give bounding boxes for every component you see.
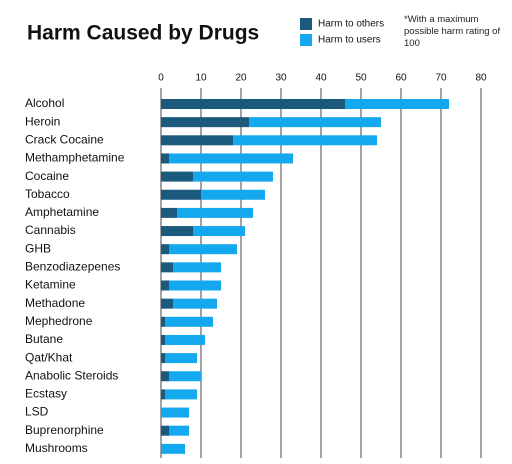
chart-title: Harm Caused by Drugs [27, 22, 259, 45]
y-tick-label: Mushrooms [25, 441, 88, 455]
bar-segment [249, 117, 381, 128]
bar-segment [165, 334, 205, 345]
bar-segment [201, 189, 265, 200]
y-tick-label: Cocaine [25, 169, 69, 183]
y-tick-label: Methamphetamine [25, 151, 125, 165]
bar-segment [165, 316, 213, 327]
y-tick-label: Ketamine [25, 278, 76, 292]
bar-segment [161, 135, 233, 146]
bar-segment [161, 334, 165, 345]
y-tick-label: Tobacco [25, 187, 70, 201]
bar-segment [169, 244, 237, 255]
bar-segment [161, 298, 173, 309]
x-tick-label: 10 [195, 73, 207, 84]
bar-segment [161, 353, 165, 364]
bar-segment [169, 425, 189, 436]
bar-segment [161, 244, 169, 255]
bar-segment [169, 280, 221, 291]
bar-segment [193, 171, 273, 182]
bar-segment [161, 389, 165, 400]
x-tick-label: 30 [275, 73, 287, 84]
bar-segment [345, 99, 449, 109]
x-tick-label: 40 [315, 73, 327, 84]
y-tick-label: Heroin [25, 114, 60, 128]
legend-swatch [300, 34, 312, 46]
bar-segment [161, 280, 169, 291]
legend-swatch [300, 18, 312, 30]
bar-segment [161, 117, 249, 128]
bar-segment [173, 298, 217, 309]
y-tick-label: Ecstasy [25, 387, 67, 401]
y-tick-label: Alcohol [25, 96, 64, 110]
legend-label: Harm to others [318, 19, 384, 30]
bar-segment [161, 262, 173, 273]
bar-segment [177, 207, 253, 218]
bar-segment [173, 262, 221, 273]
y-tick-label: Amphetamine [25, 205, 99, 219]
x-tick-label: 50 [355, 73, 367, 84]
x-tick-label: 20 [235, 73, 247, 84]
bar-segment [165, 389, 197, 400]
x-tick-label: 70 [435, 73, 447, 84]
y-tick-label: Mephedrone [25, 314, 93, 328]
y-tick-label: Qat/Khat [25, 350, 73, 364]
y-tick-label: GHB [25, 241, 51, 255]
y-tick-label: Crack Cocaine [25, 132, 104, 146]
bar-segment [169, 371, 201, 382]
y-tick-label: Anabolic Steroids [25, 368, 118, 382]
x-tick-label: 0 [158, 73, 164, 84]
bar-segment [161, 371, 169, 382]
bar-segment [161, 226, 193, 237]
bar-segment [161, 99, 345, 109]
bar-segment [233, 135, 377, 146]
x-tick-label: 60 [395, 73, 407, 84]
bar-segment [161, 207, 177, 218]
y-tick-label: Benzodiazepenes [25, 260, 120, 274]
bar-segment [193, 226, 245, 237]
bar-segment [161, 189, 201, 200]
annotation: *With a maximum possible harm rating of … [404, 14, 501, 49]
y-tick-label: Buprenorphine [25, 423, 104, 437]
bar-segment [161, 407, 189, 418]
y-tick-label: Butane [25, 332, 63, 346]
y-tick-label: Cannabis [25, 223, 76, 237]
bar-segment [169, 153, 293, 164]
bar-segment [161, 443, 185, 454]
bar-segment [161, 316, 165, 327]
x-tick-label: 80 [475, 73, 487, 84]
bar-segment [161, 153, 169, 164]
y-tick-label: Methadone [25, 296, 85, 310]
legend-label: Harm to users [318, 35, 381, 46]
bar-segment [165, 353, 197, 364]
y-tick-label: LSD [25, 405, 49, 419]
bar-segment [161, 425, 169, 436]
bar-segment [161, 171, 193, 182]
